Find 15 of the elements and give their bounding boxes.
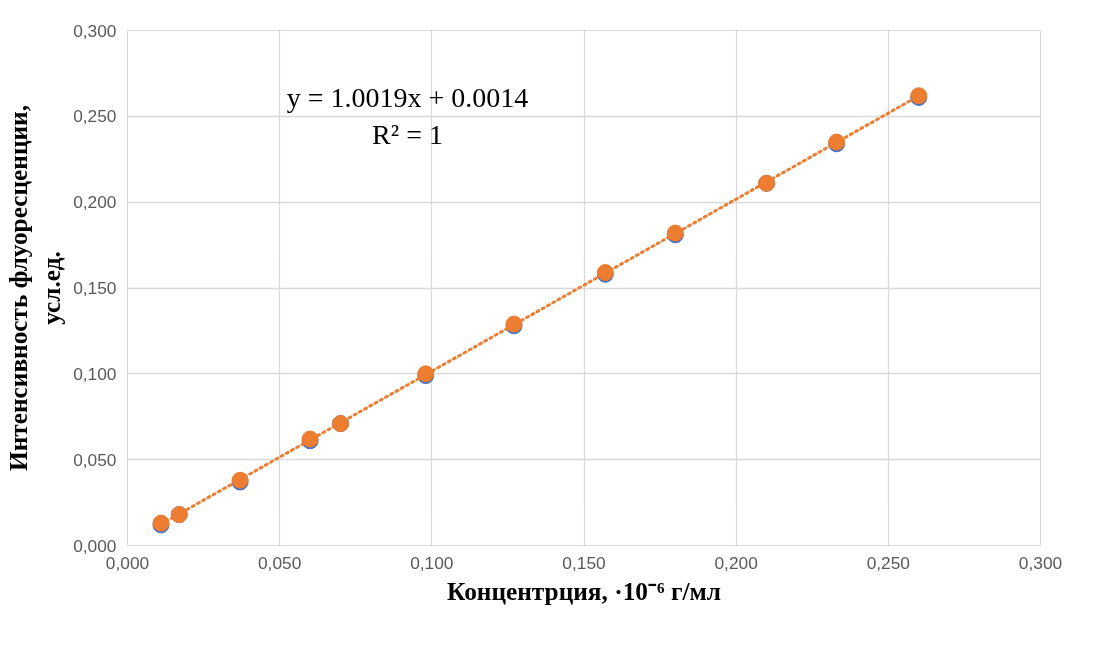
annotation: y = 1.0019x + 0.0014 R² = 1	[286, 82, 529, 151]
y-tick-label: 0,250	[73, 106, 117, 127]
y-tick-label: 0,300	[73, 20, 117, 41]
y-tick-label: 0,150	[73, 278, 117, 298]
x-tick-label: 0,100	[410, 552, 454, 573]
x-tick-label: 0,050	[257, 552, 302, 573]
x-tick-label: 0,150	[562, 552, 606, 573]
y-axis-title: Интенсивность флуоресценции, усл.ед.	[3, 105, 66, 471]
y-tick-label: 0,050	[73, 449, 117, 470]
x-tick-label: 0,250	[866, 552, 911, 573]
x-axis-title: Концентрция, ·10⁻⁶ г/мл	[447, 576, 721, 605]
x-tick-label: 0,200	[714, 552, 758, 573]
y-tick-label: 0,200	[73, 192, 117, 213]
x-tick-label: 0,300	[1018, 552, 1063, 573]
y-tick-label: 0,100	[73, 363, 117, 384]
